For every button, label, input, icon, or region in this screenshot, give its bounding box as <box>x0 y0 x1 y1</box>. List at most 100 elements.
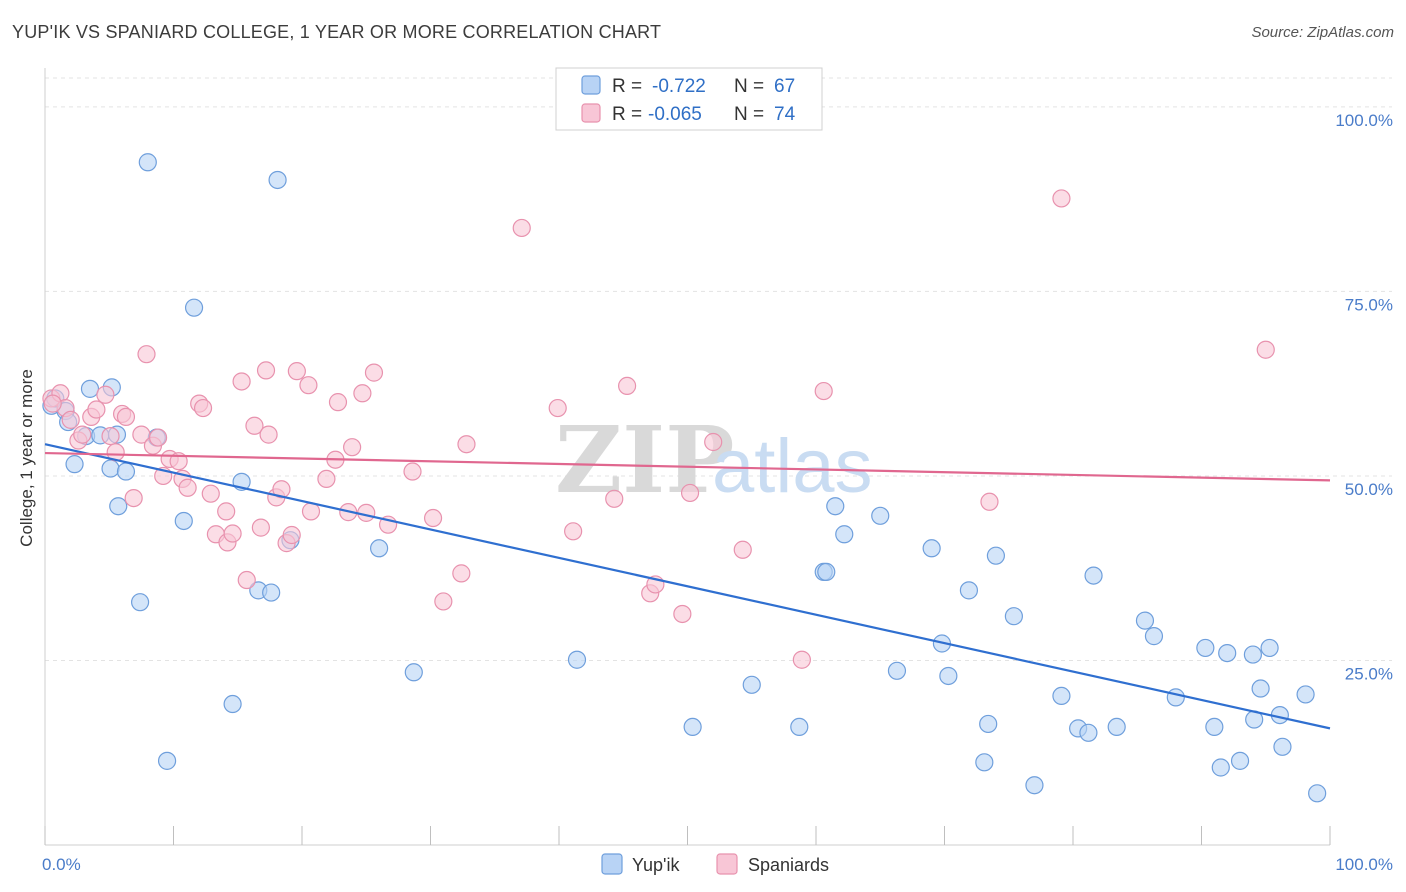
yupik-point <box>1144 627 1164 646</box>
spaniard-point <box>564 522 583 541</box>
spaniard-point <box>1256 340 1275 359</box>
yupik-point <box>975 753 994 772</box>
spaniard-point <box>223 524 242 543</box>
spaniard-point <box>259 425 278 444</box>
yupik-point <box>1135 611 1155 630</box>
yupik-point <box>922 539 941 558</box>
spaniard-point <box>116 407 136 427</box>
spaniard-point <box>148 428 168 447</box>
yupik-point <box>826 497 845 516</box>
yupik-point <box>1308 784 1327 803</box>
spaniard-point <box>403 462 422 481</box>
spaniard-point <box>237 570 256 590</box>
spaniard-point <box>87 400 106 419</box>
yupik-point <box>959 581 979 600</box>
y-tick-label: 100.0% <box>1335 111 1393 130</box>
yupik-point <box>109 497 128 516</box>
spaniard-point <box>673 604 692 624</box>
spaniard-point <box>178 478 197 497</box>
yupik-point <box>1243 645 1263 664</box>
spaniard-point <box>512 218 531 238</box>
legend-r-value-1: -0.722 <box>652 76 706 97</box>
bottom-legend-spaniards: Spaniards <box>748 855 829 875</box>
stats-legend: R = -0.722 N = 67 R = -0.065 N = 74 <box>555 67 823 131</box>
yupik-point <box>1025 776 1044 795</box>
legend-n-label-2: N = <box>734 104 764 125</box>
yupik-point <box>116 462 136 481</box>
spaniard-point <box>201 484 220 503</box>
spaniard-point <box>73 425 92 444</box>
yupik-point <box>404 663 423 682</box>
spaniard-point <box>980 492 999 511</box>
spaniard-point <box>251 518 270 537</box>
bottom-legend-yupik: Yup'ik <box>632 855 680 875</box>
yupik-point <box>567 650 587 669</box>
spaniard-point <box>61 410 80 429</box>
yupik-point <box>986 546 1006 565</box>
yupik-point <box>1260 638 1279 658</box>
yupik-point <box>65 455 84 474</box>
source-label: Source: ZipAtlas.com <box>1251 24 1394 41</box>
spaniard-point <box>217 502 236 521</box>
spaniard-point <box>299 376 318 395</box>
spaniard-point <box>605 489 624 508</box>
yupik-point <box>939 666 958 686</box>
yupik-point <box>871 506 890 525</box>
yupik-point <box>1004 607 1023 626</box>
spaniard-point <box>232 372 251 391</box>
x-tick-label: 100.0% <box>1335 855 1393 874</box>
yupik-point <box>1273 737 1292 756</box>
yupik-point <box>1084 566 1103 585</box>
yupik-point <box>887 661 907 680</box>
spaniard-point <box>814 381 833 401</box>
spaniard-point <box>423 508 443 528</box>
spaniard-point <box>101 426 120 446</box>
spaniard-point <box>43 394 62 413</box>
bottom-swatch-spaniards <box>716 853 738 875</box>
spaniard-point <box>328 393 348 412</box>
spaniard-point <box>245 416 264 435</box>
y-tick-label: 75.0% <box>1345 295 1393 314</box>
spaniard-point <box>124 488 143 508</box>
legend-n-value-1: 67 <box>774 76 795 97</box>
yupik-point <box>1251 679 1270 698</box>
yupik-point <box>1296 685 1315 704</box>
y-axis-label: College, 1 year or more <box>17 369 36 547</box>
axes-layer: 25.0% 50.0% 75.0% 100.0% 0.0% 100.0% <box>42 68 1393 874</box>
yupik-point <box>683 717 702 737</box>
yupik-trend-line <box>44 443 1331 730</box>
yupik-point <box>817 562 836 582</box>
chart-title: YUP'IK VS SPANIARD COLLEGE, 1 YEAR OR MO… <box>12 22 662 42</box>
legend-r-value-2: -0.065 <box>648 104 702 125</box>
points-layer <box>42 153 1327 803</box>
yupik-point <box>1079 723 1098 742</box>
yupik-point <box>1107 717 1126 737</box>
yupik-point <box>268 170 287 190</box>
y-tick-label: 50.0% <box>1345 480 1393 499</box>
spaniard-point <box>96 385 115 404</box>
legend-n-value-2: 74 <box>774 104 796 125</box>
spaniard-point <box>548 398 567 418</box>
yupik-point <box>790 717 809 737</box>
spaniard-point <box>680 483 700 503</box>
spaniard-point <box>704 432 723 452</box>
spaniard-trend-line <box>44 451 1331 482</box>
spaniard-point <box>256 361 276 380</box>
yupik-point <box>979 714 998 734</box>
yupik-point <box>1196 638 1215 658</box>
yupik-point <box>370 539 389 558</box>
yupik-point <box>1205 717 1224 737</box>
yupik-point <box>130 593 150 612</box>
yupik-point <box>742 675 761 694</box>
spaniard-point <box>137 345 156 364</box>
trend-layer <box>44 443 1331 730</box>
spaniard-point <box>272 480 291 499</box>
yupik-point <box>157 751 177 770</box>
spaniard-point <box>457 435 476 454</box>
yupik-point <box>174 511 193 531</box>
yupik-point <box>101 459 120 478</box>
spaniard-point <box>792 650 811 669</box>
legend-r-label-1: R = <box>612 76 642 97</box>
watermark-atlas: atlas <box>712 424 873 509</box>
